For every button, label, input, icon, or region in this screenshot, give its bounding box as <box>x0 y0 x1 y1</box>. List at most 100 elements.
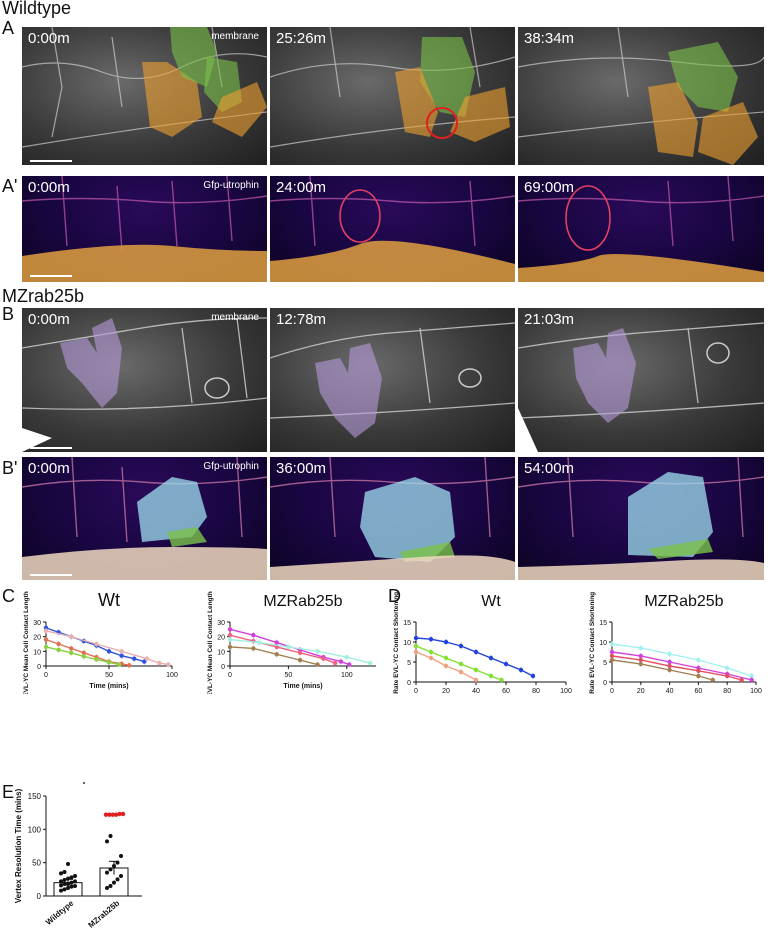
data-point <box>73 879 77 884</box>
series <box>227 636 373 667</box>
y-tick-label: 5 <box>407 660 411 667</box>
x-tick-label: 100 <box>166 672 178 679</box>
series-line <box>229 634 336 664</box>
data-point <box>286 644 291 650</box>
data-point <box>43 644 49 650</box>
data-point <box>43 637 49 642</box>
data-point <box>518 667 524 673</box>
data-point <box>69 875 74 880</box>
x-tick-label: 100 <box>560 688 572 694</box>
y-axis-label: Mean Rate EVL-YC Contact Shortening <box>589 592 596 694</box>
x-tick-label: 50 <box>105 672 113 679</box>
data-point <box>119 874 123 878</box>
series <box>413 649 479 683</box>
data-point <box>458 661 464 667</box>
y-tick-label: 15 <box>403 620 411 627</box>
data-point <box>59 879 63 884</box>
micrograph-a-prime-1: 0:00m Gfp-utrophin <box>22 176 267 282</box>
timestamp: 54:00m <box>524 460 575 477</box>
x-tick-label: 100 <box>341 672 353 679</box>
data-point <box>443 655 449 661</box>
x-tick-label: 20 <box>442 688 450 694</box>
timestamp: 24:00m <box>276 179 327 196</box>
data-point <box>530 673 536 679</box>
chart-d-wt: Wt051015020406080100Time (mins)Mean Rate… <box>393 592 572 694</box>
micrograph-b-prime-2: 36:00m <box>270 457 515 580</box>
data-point <box>443 639 449 645</box>
series <box>227 643 320 668</box>
data-point <box>94 657 99 662</box>
chart-title: Wt <box>98 590 120 610</box>
x-tick-label: 0 <box>414 688 418 694</box>
y-tick-label: 10 <box>403 640 411 647</box>
data-point <box>638 645 643 651</box>
timestamp: 21:03m <box>524 311 575 328</box>
panel-label-d: D <box>388 586 401 606</box>
data-point <box>274 640 279 645</box>
data-point <box>227 627 233 632</box>
timestamp: 0:00m <box>28 30 70 47</box>
micrograph-b-2: 12:78m <box>270 308 515 452</box>
chart-title: MZRab25b <box>644 593 723 610</box>
micrograph-b-3: 21:03m <box>518 308 764 452</box>
data-point <box>413 643 419 649</box>
y-tick-label: 0 <box>221 664 225 671</box>
micrograph-b-1: 0:00m membrane <box>22 308 267 452</box>
data-point <box>315 662 320 667</box>
x-tick-label: 0 <box>228 672 232 679</box>
data-point <box>344 655 349 660</box>
data-point <box>297 650 303 655</box>
y-tick-label: 20 <box>217 635 225 642</box>
category-label: Wildtype <box>44 898 76 927</box>
series-line <box>229 638 371 664</box>
data-point <box>725 673 730 679</box>
data-point <box>609 641 615 647</box>
x-tick-label: 0 <box>44 672 48 679</box>
x-tick-label: 100 <box>750 688 762 694</box>
data-point <box>503 661 509 667</box>
data-point <box>56 647 61 653</box>
channel-label: Gfp-utrophin <box>203 180 259 191</box>
data-point <box>251 633 256 638</box>
title-wildtype: Wildtype <box>2 0 72 18</box>
data-point <box>696 657 701 663</box>
data-point <box>59 888 63 893</box>
data-point <box>94 641 99 647</box>
micrograph-a-3: 38:34m <box>518 27 764 165</box>
red-data-point <box>114 812 119 817</box>
y-tick-label: 0 <box>407 680 411 687</box>
data-point <box>499 677 504 683</box>
series <box>227 632 338 667</box>
timestamp: 25:26m <box>276 30 327 47</box>
data-point <box>108 834 113 838</box>
data-point <box>315 649 320 654</box>
y-axis-label: EVL-YC Mean Cell Contact Length <box>23 591 30 694</box>
data-point <box>473 649 479 655</box>
data-point <box>69 646 74 651</box>
y-tick-label: 50 <box>32 859 41 868</box>
data-point <box>106 660 112 665</box>
red-data-point <box>120 811 126 817</box>
series-line <box>415 645 502 681</box>
data-point <box>696 673 701 679</box>
data-point <box>227 637 233 642</box>
data-point <box>132 656 137 661</box>
micrograph-b-prime-1: 0:00m Gfp-utrophin <box>22 457 267 580</box>
data-point <box>413 635 419 641</box>
x-tick-label: 60 <box>695 688 703 694</box>
micrograph-a-prime-3: 69:00m <box>518 176 764 282</box>
data-point <box>297 657 303 663</box>
data-point <box>710 677 715 683</box>
y-tick-label: 15 <box>599 620 607 627</box>
data-point <box>66 862 70 866</box>
x-tick-label: 20 <box>637 688 645 694</box>
data-point <box>119 649 124 654</box>
data-point <box>473 677 479 683</box>
data-point <box>115 860 120 865</box>
data-point <box>638 653 643 659</box>
y-tick-label: 0 <box>37 892 42 901</box>
data-point <box>443 663 449 669</box>
data-point <box>488 673 494 679</box>
x-tick-label: 40 <box>666 688 674 694</box>
x-tick-label: 50 <box>285 672 293 679</box>
